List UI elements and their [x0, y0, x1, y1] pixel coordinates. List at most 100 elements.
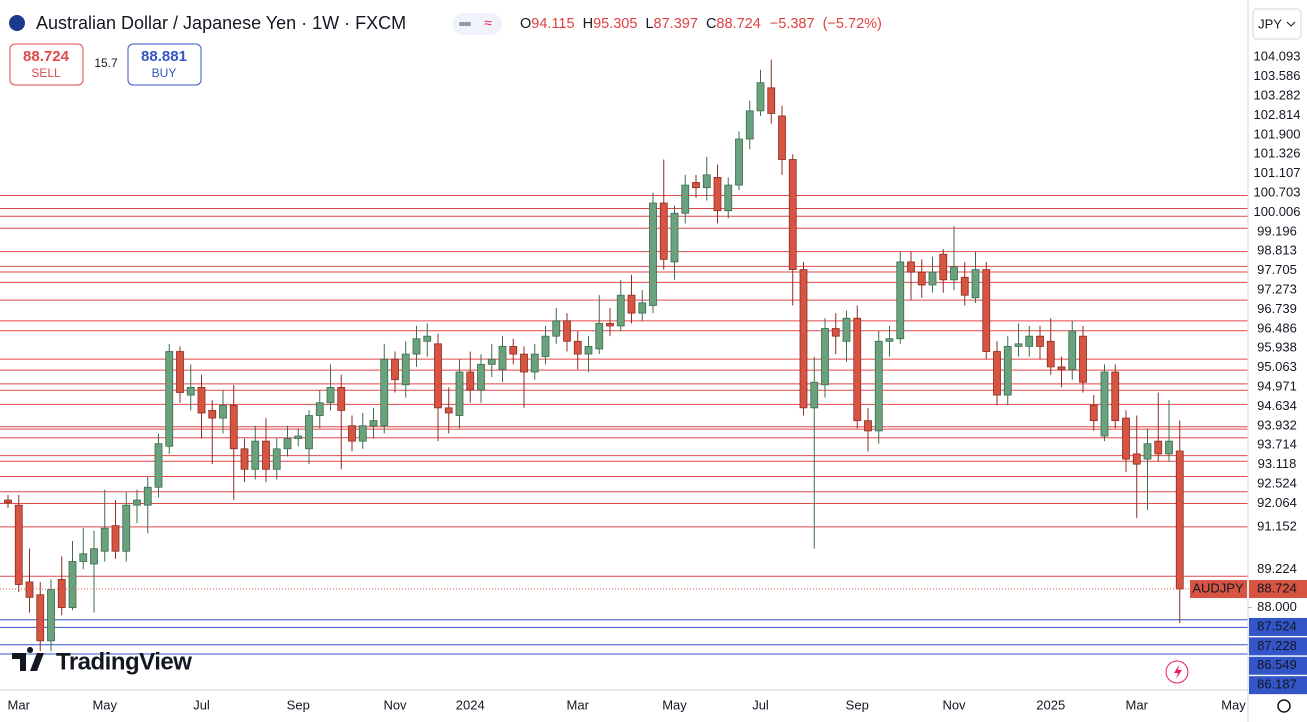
level-label-bg — [1249, 261, 1307, 280]
level-label: 100.006 — [1254, 204, 1301, 219]
candle-body — [993, 351, 1001, 396]
level-label-bg — [1249, 184, 1307, 203]
candle-body — [509, 346, 518, 355]
candle-body — [165, 351, 174, 447]
sell-label: SELL — [31, 66, 61, 80]
level-label: 86.549 — [1257, 657, 1297, 672]
candle-body — [1089, 404, 1098, 422]
candle-body — [1154, 440, 1163, 455]
symbol-title[interactable]: Australian Dollar / Japanese Yen · 1W · … — [36, 13, 406, 33]
open-value: 94.115 — [531, 16, 574, 32]
candle-body — [369, 420, 378, 427]
level-label: 101.900 — [1254, 126, 1301, 141]
candle-body — [337, 386, 346, 411]
candle-body — [186, 386, 195, 396]
level-label: 93.714 — [1257, 437, 1297, 452]
level-label-bg — [1249, 475, 1307, 494]
level-label: 97.705 — [1257, 262, 1297, 277]
candle-body — [1111, 371, 1120, 422]
logo-mark — [12, 647, 44, 671]
candle-body — [1165, 440, 1173, 455]
level-label-bg — [1249, 455, 1307, 474]
candle-body — [358, 425, 367, 442]
currency-button[interactable] — [1252, 8, 1302, 40]
candle-body — [100, 527, 109, 552]
candle-body — [563, 320, 571, 342]
ohlc-letter: L — [645, 16, 653, 32]
candle-body — [1046, 340, 1055, 368]
level-label: 98.813 — [1257, 243, 1297, 258]
level-label-bg — [1249, 106, 1307, 125]
x-tick-label: Jul — [752, 697, 769, 712]
candle-body — [702, 174, 711, 189]
candle-body — [25, 581, 34, 598]
x-tick-label: Mar — [567, 697, 590, 712]
candle-body — [896, 261, 905, 340]
candle-body — [788, 159, 797, 270]
candle-body — [283, 438, 292, 450]
symbol-tag: AUDJPY — [1192, 580, 1244, 595]
candle-body — [305, 415, 313, 450]
candle-body — [1036, 335, 1044, 347]
level-label-bg — [1249, 656, 1307, 675]
level-label-bg — [1249, 560, 1307, 579]
branding: TradingView — [12, 647, 1291, 713]
candle-body — [520, 353, 528, 373]
x-tick-label: May — [662, 697, 687, 712]
x-tick-label: Jul — [193, 697, 210, 712]
level-label: 99.196 — [1257, 223, 1297, 238]
alert-glyph — [1174, 665, 1182, 679]
level-label: 104.093 — [1254, 49, 1301, 64]
level-label: 101.326 — [1254, 146, 1301, 161]
sell-button[interactable] — [9, 43, 84, 86]
level-label: 100.703 — [1254, 185, 1301, 200]
candle-body — [960, 276, 969, 296]
candle-body — [176, 351, 184, 393]
toggle-icon — [459, 22, 471, 26]
candle-body — [143, 486, 152, 506]
flag-icon — [9, 15, 25, 31]
candle-body — [939, 253, 948, 281]
level-label-bg — [1249, 676, 1307, 695]
level-label-bg — [1249, 319, 1307, 338]
level-label: 92.524 — [1257, 476, 1297, 491]
indicator-toggle[interactable] — [452, 13, 502, 35]
candle-body — [778, 115, 786, 160]
candle-body — [229, 404, 238, 450]
level-label-bg — [1249, 164, 1307, 183]
x-tick-label: 2025 — [1036, 697, 1065, 712]
candle-body — [584, 346, 593, 355]
candle-body — [767, 87, 776, 114]
candle-body — [1100, 371, 1109, 437]
candle-body — [154, 443, 163, 488]
candle-body — [799, 269, 808, 409]
spread: 15.7 — [94, 56, 118, 70]
currency-label: JPY — [1258, 16, 1282, 31]
candle-body — [885, 338, 894, 342]
buy-button[interactable] — [127, 43, 202, 86]
candle-body — [47, 589, 55, 642]
candle-body — [79, 553, 88, 562]
candle-body — [240, 448, 249, 470]
candle-body — [348, 425, 356, 442]
candle-body — [649, 202, 657, 306]
level-label-bg — [1249, 637, 1307, 656]
candle-body — [90, 548, 98, 565]
candle-body — [971, 269, 980, 299]
candle-body — [391, 358, 399, 381]
candle-body — [4, 499, 12, 503]
candle-body — [917, 271, 926, 286]
candle-body — [197, 386, 206, 414]
buy-price: 88.881 — [141, 48, 187, 65]
candle-body — [1175, 450, 1184, 590]
level-label: 103.586 — [1254, 68, 1301, 83]
ohlc-letter: O — [520, 16, 531, 32]
level-label: 103.282 — [1254, 88, 1301, 103]
level-label-bg — [1249, 397, 1307, 416]
candle-body — [272, 448, 281, 470]
settings-icon[interactable] — [1277, 699, 1291, 713]
level-label: 92.064 — [1257, 495, 1297, 510]
candle-body — [1003, 346, 1012, 396]
